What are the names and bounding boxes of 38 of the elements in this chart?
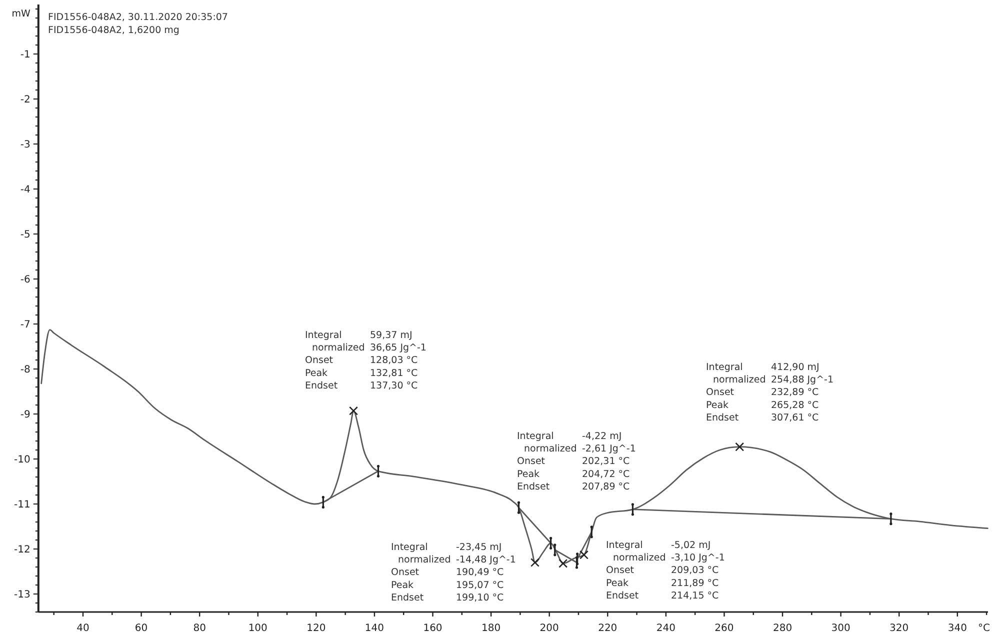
y-tick-label: -1 <box>20 50 30 60</box>
y-tick-label: -12 <box>14 544 30 556</box>
y-tick-label: -6 <box>20 274 30 286</box>
text: Integral -5,02 mJ normalized -3,10 Jg^-1 Onset 209,03 °C Peak 211,89 °C Endset 214,15 °C <box>606 540 725 602</box>
text: FID1556-048A2, 1,6200 mg <box>48 25 180 36</box>
text: FID1556-048A2, 30.11.2020 20:35:07 <box>48 12 228 23</box>
x-tick-label: 120 <box>306 623 326 634</box>
y-tick-label: -3 <box>20 140 30 150</box>
x-tick-label: 160 <box>423 623 442 634</box>
y-tick-label: -11 <box>14 500 30 510</box>
y-tick-label: -10 <box>14 454 30 466</box>
text: Integral -4,22 mJ normalized -2,61 Jg^-1 Onset 202,31 °C Peak 204,72 °C Endset 207,89 °C <box>517 431 636 492</box>
x-tick-label: 180 <box>482 623 501 634</box>
y-tick-label: -8 <box>20 364 30 376</box>
x-tick-label: 300 <box>831 623 850 634</box>
x-tick-label: 100 <box>248 623 268 634</box>
x-tick-label: 320 <box>890 623 909 634</box>
x-tick-label: 80 <box>193 623 206 634</box>
y-tick-label: -4 <box>20 184 30 196</box>
x-tick-label: 40 <box>76 623 90 634</box>
y-tick-label: -2 <box>20 94 30 106</box>
x-tick-label: 200 <box>540 623 559 634</box>
y-tick-label: -9 <box>20 410 30 420</box>
x-tick-label: 260 <box>714 623 734 634</box>
x-tick-label: 240 <box>656 623 676 634</box>
y-axis-title: mW <box>12 8 31 20</box>
text: Integral 59,37 mJ normalized 36,65 Jg^-1 Onset 128,03 °C Peak 132,81 °C Endset 137,30 °C <box>305 330 426 392</box>
y-tick-label: -7 <box>20 320 30 330</box>
x-tick-label: 280 <box>772 623 792 634</box>
text: Integral 412,90 mJ normalized 254,88 Jg^-1 Onset 232,89 °C Peak 265,28 °C Endset 307,61 °C <box>706 362 834 424</box>
x-tick-label: 340 <box>948 623 967 634</box>
x-tick-label: 140 <box>364 623 384 634</box>
y-tick-label: -5 <box>20 230 30 240</box>
x-tick-label: 220 <box>598 623 618 634</box>
text: Integral -23,45 mJ normalized -14,48 Jg^-1 Onset 190,49 °C Peak 195,07 °C Endset 199,10 °C <box>391 542 516 604</box>
y-tick-label: -13 <box>14 590 30 600</box>
x-tick-label: 60 <box>134 623 148 634</box>
x-axis-title: °C <box>978 623 990 634</box>
